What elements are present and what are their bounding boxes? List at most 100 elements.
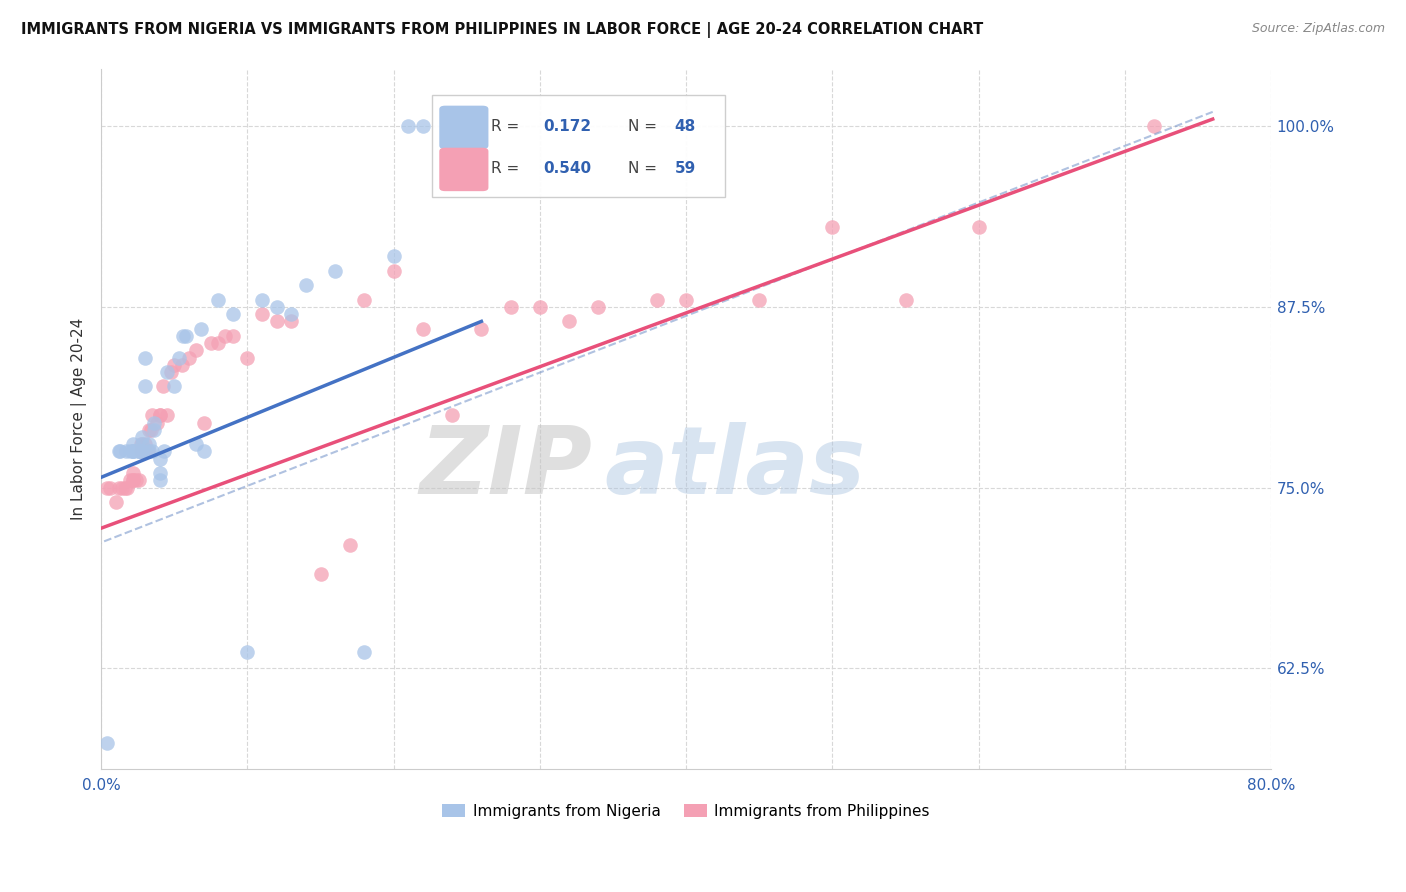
Point: [280, 314, 302, 328]
Point: [120, 444, 142, 458]
Point: [186, 343, 208, 358]
Text: 59: 59: [675, 161, 696, 177]
Point: [149, 473, 172, 487]
Point: [236, 351, 259, 365]
Point: [295, 278, 318, 293]
Point: [134, 437, 156, 451]
Text: Source: ZipAtlas.com: Source: ZipAtlas.com: [1251, 22, 1385, 36]
Text: R =: R =: [491, 161, 524, 177]
Point: [122, 473, 145, 487]
Point: [396, 120, 419, 134]
Point: [266, 300, 288, 314]
Point: [163, 379, 186, 393]
Text: R =: R =: [491, 120, 524, 134]
Point: [104, 495, 127, 509]
Point: [125, 473, 148, 487]
Point: [122, 444, 145, 458]
Point: [207, 293, 229, 307]
Point: [98, 481, 121, 495]
Point: [139, 423, 162, 437]
Point: [382, 264, 405, 278]
Text: ZIP: ZIP: [419, 422, 592, 514]
Text: IMMIGRANTS FROM NIGERIA VS IMMIGRANTS FROM PHILIPPINES IN LABOR FORCE | AGE 20-2: IMMIGRANTS FROM NIGERIA VS IMMIGRANTS FR…: [21, 22, 983, 38]
Point: [967, 220, 990, 235]
Point: [558, 314, 581, 328]
Point: [156, 365, 179, 379]
Text: 0.172: 0.172: [543, 120, 592, 134]
Text: 0.540: 0.540: [543, 161, 592, 177]
Point: [266, 314, 288, 328]
Point: [142, 416, 165, 430]
Point: [152, 379, 174, 393]
Point: [107, 444, 129, 458]
Point: [149, 409, 172, 423]
Point: [138, 423, 160, 437]
Point: [821, 220, 844, 235]
Point: [529, 300, 551, 314]
Point: [645, 293, 668, 307]
Point: [128, 473, 150, 487]
Point: [280, 307, 302, 321]
Point: [250, 307, 273, 321]
FancyBboxPatch shape: [439, 148, 488, 191]
Point: [675, 293, 697, 307]
Point: [412, 321, 434, 335]
Text: 48: 48: [675, 120, 696, 134]
Point: [117, 481, 139, 495]
Point: [894, 293, 917, 307]
Point: [131, 437, 153, 451]
Point: [1143, 120, 1166, 134]
Point: [222, 307, 245, 321]
Point: [96, 481, 118, 495]
Point: [114, 481, 136, 495]
Point: [153, 444, 176, 458]
Point: [115, 444, 138, 458]
Point: [193, 416, 215, 430]
Point: [131, 444, 153, 458]
Point: [134, 379, 156, 393]
Point: [588, 300, 610, 314]
Point: [163, 358, 186, 372]
Point: [149, 409, 172, 423]
Point: [353, 645, 375, 659]
Point: [250, 293, 273, 307]
Point: [122, 437, 145, 451]
Point: [186, 437, 208, 451]
Point: [441, 120, 464, 134]
Point: [129, 444, 152, 458]
Point: [412, 120, 434, 134]
Point: [382, 249, 405, 263]
Point: [193, 444, 215, 458]
FancyBboxPatch shape: [432, 95, 724, 197]
Point: [128, 444, 150, 458]
Text: N =: N =: [627, 161, 662, 177]
Point: [156, 409, 179, 423]
Point: [177, 351, 200, 365]
Point: [323, 264, 346, 278]
Point: [120, 473, 142, 487]
Point: [145, 416, 167, 430]
Point: [107, 481, 129, 495]
Point: [122, 473, 145, 487]
Point: [122, 444, 145, 458]
Point: [141, 409, 163, 423]
Point: [129, 437, 152, 451]
Point: [142, 423, 165, 437]
Point: [131, 444, 153, 458]
Point: [160, 365, 183, 379]
Point: [138, 437, 160, 451]
Point: [236, 645, 259, 659]
Point: [141, 444, 163, 458]
Point: [470, 321, 492, 335]
Point: [172, 328, 194, 343]
Point: [96, 736, 118, 750]
Point: [149, 466, 172, 480]
Point: [110, 481, 132, 495]
Y-axis label: In Labor Force | Age 20-24: In Labor Force | Age 20-24: [72, 318, 87, 520]
Point: [131, 444, 153, 458]
Point: [214, 328, 236, 343]
Point: [167, 351, 190, 365]
Point: [122, 466, 145, 480]
Point: [190, 321, 212, 335]
Point: [170, 358, 193, 372]
